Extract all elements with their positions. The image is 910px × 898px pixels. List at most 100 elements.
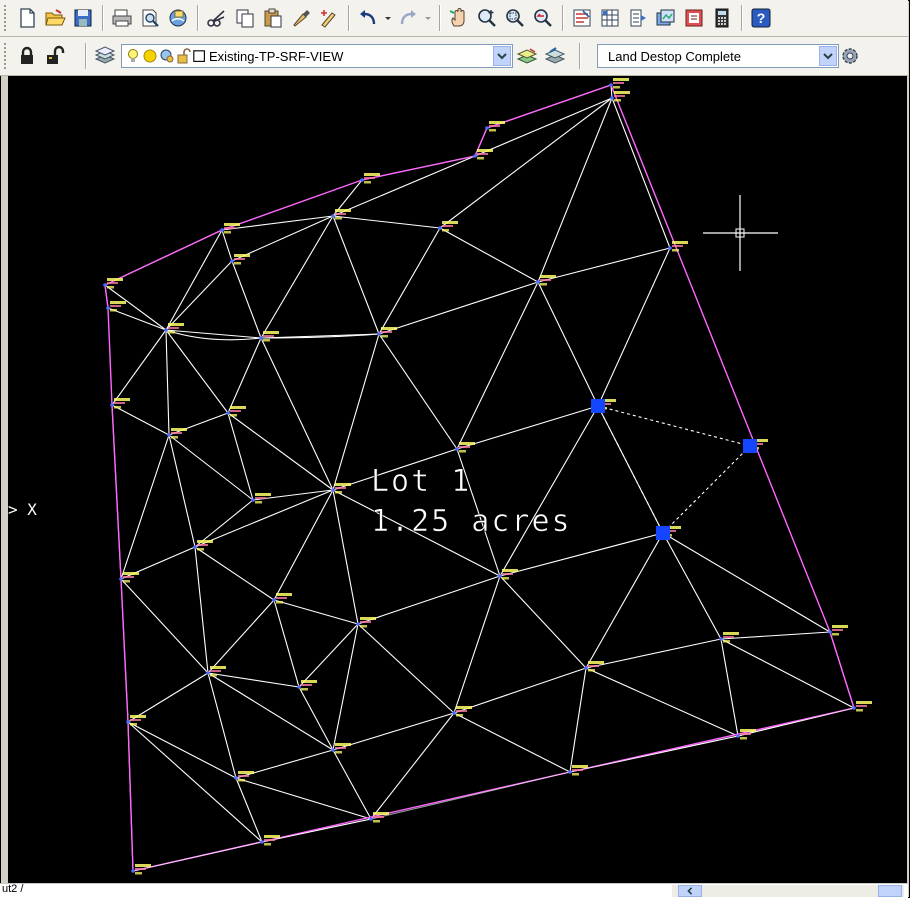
make-object-layer-current-icon[interactable] (513, 42, 541, 70)
toolbar-grip[interactable] (4, 5, 10, 31)
block-editor-icon[interactable] (315, 4, 343, 32)
survey-point[interactable] (736, 734, 740, 738)
toolbar-grip[interactable] (4, 43, 10, 69)
survey-point[interactable] (126, 720, 130, 724)
survey-point[interactable] (331, 214, 335, 218)
survey-point[interactable] (455, 447, 459, 451)
layer-manager-icon[interactable] (91, 42, 119, 70)
survey-point[interactable] (331, 488, 335, 492)
survey-point[interactable] (828, 630, 832, 634)
horizontal-scrollbar[interactable] (672, 885, 904, 897)
workspace-settings-gear-icon[interactable] (839, 42, 861, 70)
survey-point[interactable] (220, 228, 224, 232)
tin-edge (662, 532, 831, 633)
survey-point[interactable] (568, 770, 572, 774)
survey-point[interactable] (668, 246, 672, 250)
zoom-realtime-icon[interactable] (473, 4, 501, 32)
design-center-icon[interactable] (596, 4, 624, 32)
open-icon[interactable] (41, 4, 69, 32)
cut-icon[interactable] (203, 4, 231, 32)
survey-point[interactable] (234, 776, 238, 780)
survey-point[interactable] (131, 869, 135, 873)
zoom-previous-icon[interactable] (529, 4, 557, 32)
new-icon[interactable] (13, 4, 41, 32)
plot-preview-icon[interactable] (136, 4, 164, 32)
redo-icon[interactable] (394, 4, 422, 32)
survey-point[interactable] (452, 711, 456, 715)
drawing-canvas[interactable]: Lot 1 1.25 acres > X (8, 76, 907, 883)
grip-handle[interactable] (656, 526, 670, 540)
survey-point[interactable] (259, 336, 263, 340)
workspace-dropdown[interactable]: Land Destop Complete (597, 44, 839, 68)
survey-point[interactable] (473, 154, 477, 158)
pan-icon[interactable] (445, 4, 473, 32)
tin-edge (165, 329, 229, 414)
chevron-down-icon[interactable] (819, 46, 837, 66)
survey-point[interactable] (610, 96, 614, 100)
point-elevation-mark (364, 177, 375, 179)
survey-point[interactable] (167, 433, 171, 437)
calculator-icon[interactable] (708, 4, 736, 32)
point-label-mark (364, 173, 380, 176)
paste-icon[interactable] (259, 4, 287, 32)
tool-palettes-icon[interactable] (624, 4, 652, 32)
layout-tab[interactable]: ut2 / (2, 883, 24, 895)
tin-edge (252, 489, 334, 501)
survey-point[interactable] (438, 226, 442, 230)
point-label-mark (335, 483, 351, 486)
unlock-icon[interactable] (41, 42, 69, 70)
grip-handle[interactable] (743, 439, 757, 453)
zoom-window-icon[interactable] (501, 4, 529, 32)
publish-icon[interactable] (164, 4, 192, 32)
survey-point[interactable] (226, 411, 230, 415)
survey-point[interactable] (369, 817, 373, 821)
survey-point[interactable] (230, 259, 234, 263)
lot-boundary[interactable] (104, 84, 855, 872)
match-properties-icon[interactable] (287, 4, 315, 32)
survey-point[interactable] (609, 83, 613, 87)
survey-point[interactable] (193, 545, 197, 549)
survey-point[interactable] (485, 126, 489, 130)
survey-point[interactable] (251, 498, 255, 502)
survey-point[interactable] (110, 403, 114, 407)
tin-edge (227, 337, 262, 414)
tin-edge (378, 227, 441, 335)
layer-dropdown[interactable]: Existing-TP-SRF-VIEW (121, 44, 513, 68)
point-label-mark (477, 149, 493, 152)
scroll-left-icon[interactable] (678, 885, 702, 897)
properties-icon[interactable] (568, 4, 596, 32)
survey-point[interactable] (584, 666, 588, 670)
survey-point[interactable] (272, 598, 276, 602)
survey-point[interactable] (119, 577, 123, 581)
survey-point[interactable] (360, 178, 364, 182)
survey-point[interactable] (356, 622, 360, 626)
survey-point[interactable] (852, 706, 856, 710)
point-elevation-mark (135, 868, 146, 870)
plot-icon[interactable] (108, 4, 136, 32)
survey-point[interactable] (297, 685, 301, 689)
survey-point[interactable] (260, 840, 264, 844)
undo-icon[interactable] (354, 4, 382, 32)
survey-point[interactable] (103, 283, 107, 287)
survey-point[interactable] (498, 574, 502, 578)
survey-point[interactable] (331, 748, 335, 752)
chevron-down-icon[interactable] (493, 46, 511, 66)
sheet-set-icon[interactable] (652, 4, 680, 32)
help-icon[interactable]: ? (747, 4, 775, 32)
lock-icon[interactable] (13, 42, 41, 70)
grip-handle[interactable] (591, 399, 605, 413)
selected-polyline[interactable] (597, 405, 752, 534)
survey-point[interactable] (164, 328, 168, 332)
markup-icon[interactable] (680, 4, 708, 32)
survey-point[interactable] (377, 332, 381, 336)
layer-previous-icon[interactable] (541, 42, 569, 70)
survey-point[interactable] (206, 671, 210, 675)
survey-point[interactable] (106, 306, 110, 310)
undo-dropdown-icon[interactable] (382, 4, 394, 32)
copy-icon[interactable] (231, 4, 259, 32)
scroll-thumb[interactable] (878, 885, 902, 897)
survey-point[interactable] (536, 280, 540, 284)
survey-point[interactable] (719, 637, 723, 641)
redo-dropdown-icon[interactable] (422, 4, 434, 32)
save-icon[interactable] (69, 4, 97, 32)
